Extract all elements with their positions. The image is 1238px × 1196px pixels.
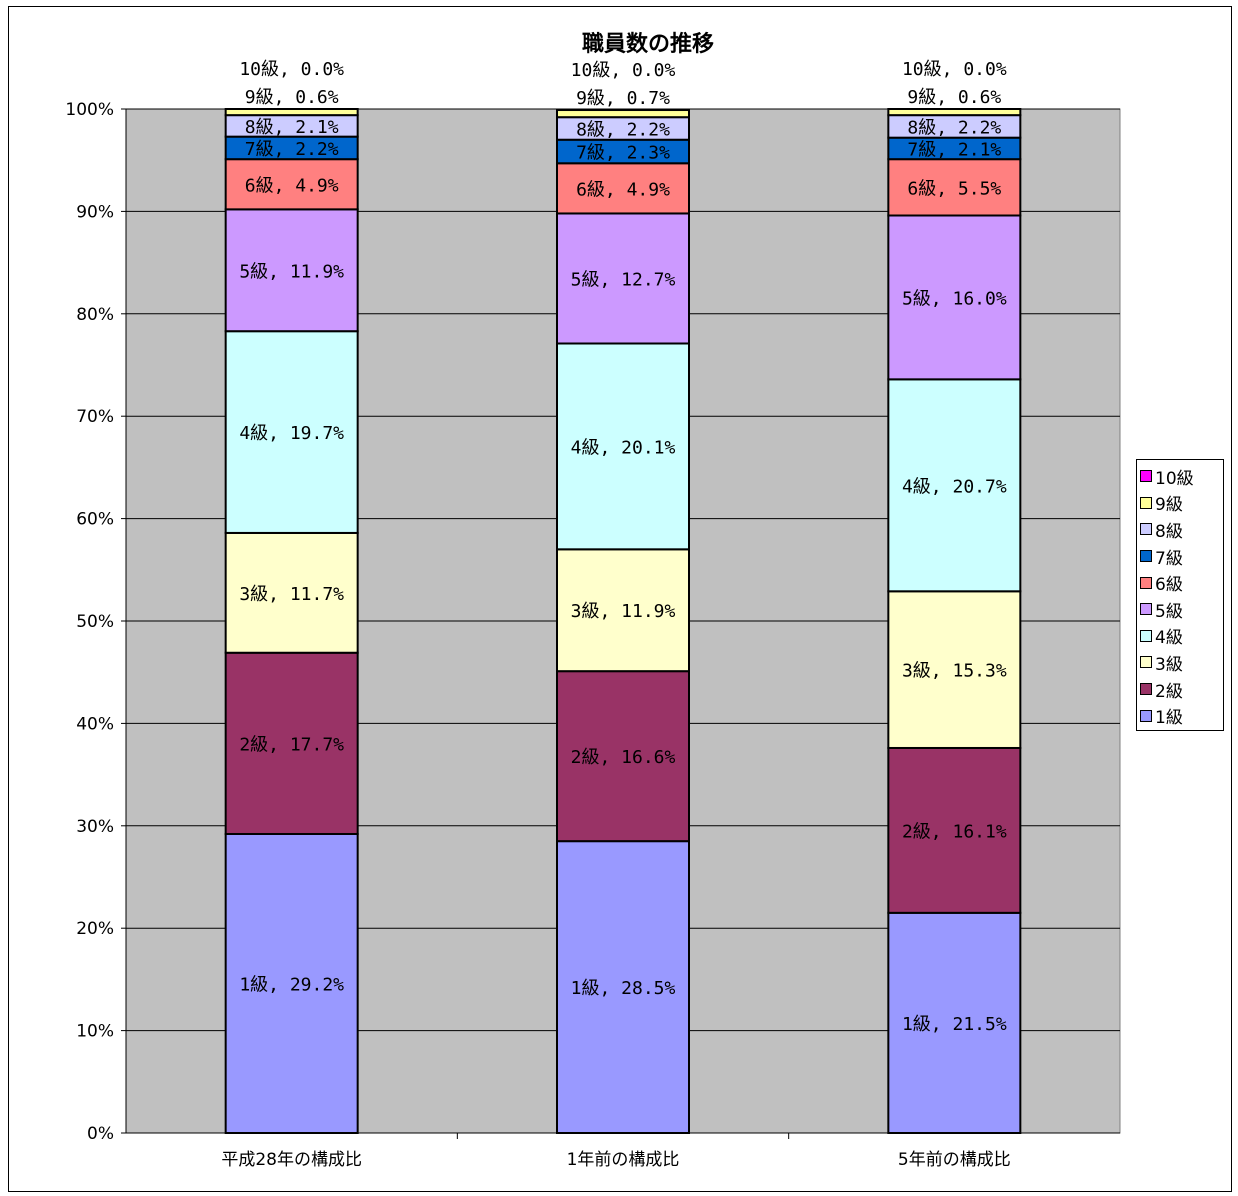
data-label: 9級, 0.6% <box>907 87 1001 108</box>
data-label: 1級, 28.5% <box>571 978 676 999</box>
data-label: 5級, 11.9% <box>239 261 344 282</box>
legend-item: 10級 <box>1140 463 1223 490</box>
y-tick-label: 40% <box>76 714 114 734</box>
bar-segment <box>887 911 1022 1135</box>
legend-swatch <box>1140 496 1152 509</box>
legend-swatch <box>1140 683 1152 696</box>
legend-item: 2級 <box>1140 676 1223 703</box>
legend-swatch <box>1140 550 1152 563</box>
legend-label: 7級 <box>1155 548 1183 569</box>
data-label: 4級, 20.1% <box>571 437 676 458</box>
data-label: 10級, 0.0% <box>239 59 344 80</box>
legend-swatch <box>1140 470 1152 483</box>
bar-segment <box>556 212 690 345</box>
legend-swatch <box>1140 523 1152 536</box>
data-label: 3級, 11.9% <box>571 601 676 622</box>
legend-item: 9級 <box>1140 490 1223 517</box>
y-tick-label: 70% <box>76 407 114 427</box>
data-label: 6級, 4.9% <box>245 175 339 196</box>
data-label: 10級, 0.0% <box>571 60 676 81</box>
legend-label: 1級 <box>1155 708 1183 729</box>
y-tick-label: 80% <box>76 305 114 325</box>
y-tick-label: 100% <box>65 100 114 120</box>
legend-item: 5級 <box>1140 596 1223 623</box>
data-label: 7級, 2.3% <box>576 142 670 163</box>
data-label: 1級, 29.2% <box>239 974 344 995</box>
legend-label: 8級 <box>1155 521 1183 542</box>
legend-swatch <box>1140 629 1152 642</box>
legend-swatch <box>1140 656 1152 669</box>
bar-segment <box>224 208 359 333</box>
legend-item: 1級 <box>1140 702 1223 729</box>
chart-title: 職員数の推移 <box>582 31 714 57</box>
data-label: 2級, 16.1% <box>902 821 1007 842</box>
legend-swatch <box>1140 603 1152 616</box>
y-tick-label: 30% <box>76 817 114 837</box>
x-category-label: 平成28年の構成比 <box>221 1150 362 1170</box>
bar-segment <box>887 590 1022 749</box>
legend-item: 4級 <box>1140 623 1223 650</box>
data-label: 4級, 20.7% <box>902 476 1007 497</box>
data-label: 2級, 17.7% <box>239 734 344 755</box>
bar-segment <box>224 158 359 211</box>
data-label: 8級, 2.2% <box>576 119 670 140</box>
bar-segment <box>556 162 690 215</box>
bar-segment <box>556 342 690 551</box>
legend-label: 6級 <box>1155 575 1183 596</box>
data-label: 6級, 4.9% <box>576 179 670 200</box>
legend-label: 10級 <box>1155 468 1194 489</box>
y-tick-label: 20% <box>76 919 114 939</box>
x-category-label: 5年前の構成比 <box>898 1150 1011 1170</box>
bar-segment <box>887 746 1022 914</box>
data-label: 3級, 15.3% <box>902 661 1007 682</box>
legend-label: 2級 <box>1155 681 1183 702</box>
legend: 10級 9級 8級 7級 6級 5級 4級 3級 2級 1級 <box>1136 459 1224 731</box>
x-category-label: 1年前の構成比 <box>567 1150 680 1170</box>
bar-segment <box>224 651 359 835</box>
legend-item: 3級 <box>1140 649 1223 676</box>
legend-swatch <box>1140 576 1152 589</box>
data-label: 7級, 2.1% <box>907 139 1001 160</box>
legend-swatch <box>1140 709 1152 722</box>
bar-segment <box>224 832 359 1134</box>
y-tick-label: 90% <box>76 202 114 222</box>
bar-segment <box>556 109 690 119</box>
data-label: 8級, 2.1% <box>245 117 339 138</box>
legend-label: 5級 <box>1155 601 1183 622</box>
plot-area: 0% 10% 20% 30% 40% 50% 60% 70% 80% 90% 100% 1級, 29.… <box>65 59 1121 1170</box>
legend-label: 3級 <box>1155 654 1183 675</box>
bar-segment <box>556 670 690 843</box>
data-label: 9級, 0.7% <box>576 88 670 109</box>
bar-segment <box>556 548 690 673</box>
data-label: 5級, 16.0% <box>902 288 1007 309</box>
legend-item: 7級 <box>1140 543 1223 570</box>
y-tick-label: 0% <box>87 1124 114 1144</box>
data-label: 8級, 2.2% <box>907 117 1001 138</box>
bar-segment <box>556 840 690 1134</box>
bar-segment <box>887 378 1022 593</box>
data-label: 5級, 12.7% <box>571 269 676 290</box>
bar-segment <box>887 214 1022 381</box>
data-label: 10級, 0.0% <box>902 59 1007 80</box>
data-label: 4級, 19.7% <box>239 423 344 444</box>
bar-segment <box>224 531 359 654</box>
legend-item: 8級 <box>1140 516 1223 543</box>
bar-segment <box>887 108 1022 117</box>
legend-label: 4級 <box>1155 628 1183 649</box>
data-label: 9級, 0.6% <box>245 87 339 108</box>
data-label: 3級, 11.7% <box>239 584 344 605</box>
data-label: 2級, 16.6% <box>571 747 676 768</box>
data-label: 1級, 21.5% <box>902 1014 1007 1035</box>
bar-segment <box>224 108 359 117</box>
data-label: 6級, 5.5% <box>907 178 1001 199</box>
data-label: 7級, 2.2% <box>245 139 339 160</box>
legend-item: 6級 <box>1140 569 1223 596</box>
y-tick-label: 50% <box>76 612 114 632</box>
legend-label: 9級 <box>1155 495 1183 516</box>
y-tick-label: 10% <box>76 1022 114 1042</box>
y-tick-label: 60% <box>76 510 114 530</box>
